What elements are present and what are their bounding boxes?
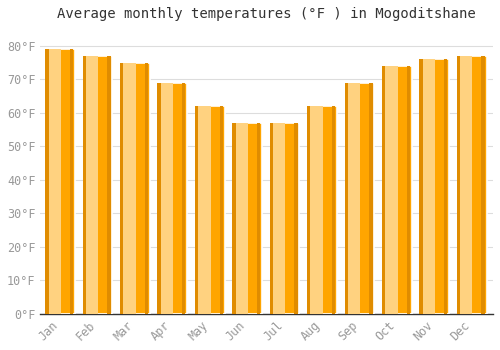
Bar	[234, 123, 262, 314]
Bar	[86, 56, 98, 314]
Bar	[458, 56, 486, 314]
Bar	[346, 83, 374, 314]
Bar	[273, 123, 285, 314]
Bar	[232, 123, 235, 314]
Bar	[182, 83, 186, 314]
Bar	[460, 56, 472, 314]
Bar	[159, 83, 187, 314]
Bar	[382, 66, 386, 314]
Bar	[385, 66, 398, 314]
Bar	[120, 63, 124, 314]
Bar	[196, 106, 224, 314]
Bar	[332, 106, 335, 314]
Bar	[198, 106, 210, 314]
Bar	[294, 123, 298, 314]
Bar	[348, 83, 360, 314]
Bar	[45, 49, 48, 314]
Bar	[82, 56, 86, 314]
Bar	[272, 123, 299, 314]
Title: Average monthly temperatures (°F ) in Mogoditshane: Average monthly temperatures (°F ) in Mo…	[58, 7, 476, 21]
Bar	[220, 106, 223, 314]
Bar	[422, 59, 435, 314]
Bar	[123, 63, 136, 314]
Bar	[70, 49, 73, 314]
Bar	[421, 59, 449, 314]
Bar	[310, 106, 323, 314]
Bar	[420, 59, 422, 314]
Bar	[406, 66, 410, 314]
Bar	[144, 63, 148, 314]
Bar	[307, 106, 310, 314]
Bar	[384, 66, 411, 314]
Bar	[457, 56, 460, 314]
Bar	[270, 123, 273, 314]
Bar	[122, 63, 150, 314]
Bar	[108, 56, 110, 314]
Bar	[257, 123, 260, 314]
Bar	[309, 106, 337, 314]
Bar	[84, 56, 112, 314]
Bar	[444, 59, 448, 314]
Bar	[47, 49, 75, 314]
Bar	[482, 56, 485, 314]
Bar	[236, 123, 248, 314]
Bar	[48, 49, 61, 314]
Bar	[369, 83, 372, 314]
Bar	[195, 106, 198, 314]
Bar	[160, 83, 173, 314]
Bar	[344, 83, 348, 314]
Bar	[158, 83, 161, 314]
